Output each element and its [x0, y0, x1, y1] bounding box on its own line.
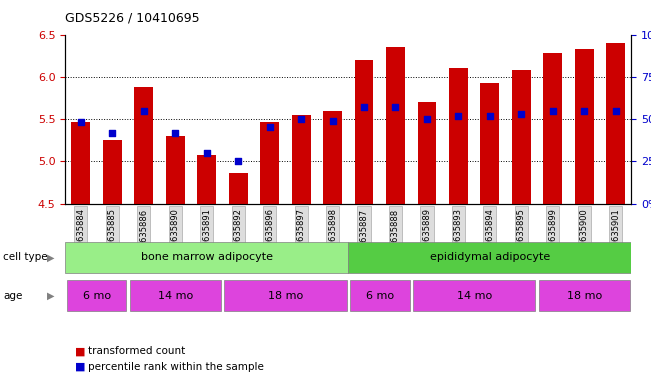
Bar: [575, 49, 594, 204]
Point: [170, 129, 180, 136]
Point: [139, 108, 149, 114]
Text: percentile rank within the sample: percentile rank within the sample: [88, 362, 264, 372]
Point: [453, 113, 464, 119]
Bar: [292, 115, 311, 204]
Point: [422, 116, 432, 122]
Point: [202, 150, 212, 156]
Point: [390, 104, 400, 110]
Bar: [544, 53, 562, 204]
Point: [76, 119, 86, 126]
Bar: [386, 47, 405, 204]
Point: [484, 113, 495, 119]
Bar: [130, 280, 221, 311]
Text: cell type: cell type: [3, 252, 48, 262]
Bar: [197, 156, 216, 204]
Point: [611, 108, 621, 114]
Text: 6 mo: 6 mo: [83, 291, 111, 301]
Bar: [72, 122, 90, 204]
Text: GDS5226 / 10410695: GDS5226 / 10410695: [65, 12, 200, 25]
Text: ■: ■: [75, 362, 85, 372]
Point: [107, 129, 118, 136]
Point: [296, 116, 306, 122]
Bar: [413, 280, 535, 311]
Bar: [224, 280, 346, 311]
Bar: [67, 280, 126, 311]
Text: age: age: [3, 291, 23, 301]
Bar: [350, 280, 409, 311]
Bar: [480, 83, 499, 204]
Bar: [229, 173, 247, 204]
Bar: [260, 122, 279, 204]
Text: bone marrow adipocyte: bone marrow adipocyte: [141, 252, 273, 262]
Point: [547, 108, 558, 114]
Bar: [512, 70, 531, 204]
Text: transformed count: transformed count: [88, 346, 185, 356]
Bar: [65, 242, 348, 273]
Text: ▶: ▶: [47, 252, 55, 262]
Bar: [539, 280, 630, 311]
Bar: [134, 87, 153, 204]
Point: [516, 111, 527, 117]
Text: 14 mo: 14 mo: [456, 291, 492, 301]
Point: [264, 124, 275, 131]
Text: 18 mo: 18 mo: [566, 291, 602, 301]
Bar: [103, 140, 122, 204]
Text: epididymal adipocyte: epididymal adipocyte: [430, 252, 550, 262]
Point: [233, 158, 243, 164]
Bar: [323, 111, 342, 204]
Point: [327, 118, 338, 124]
Bar: [355, 60, 374, 204]
Text: 18 mo: 18 mo: [268, 291, 303, 301]
Point: [579, 108, 590, 114]
Point: [359, 104, 369, 110]
Bar: [606, 43, 625, 204]
Text: ■: ■: [75, 346, 85, 356]
Bar: [166, 136, 185, 204]
Bar: [417, 102, 436, 204]
Bar: [348, 242, 631, 273]
Text: 6 mo: 6 mo: [366, 291, 394, 301]
Bar: [449, 68, 468, 204]
Text: 14 mo: 14 mo: [158, 291, 193, 301]
Text: ▶: ▶: [47, 291, 55, 301]
